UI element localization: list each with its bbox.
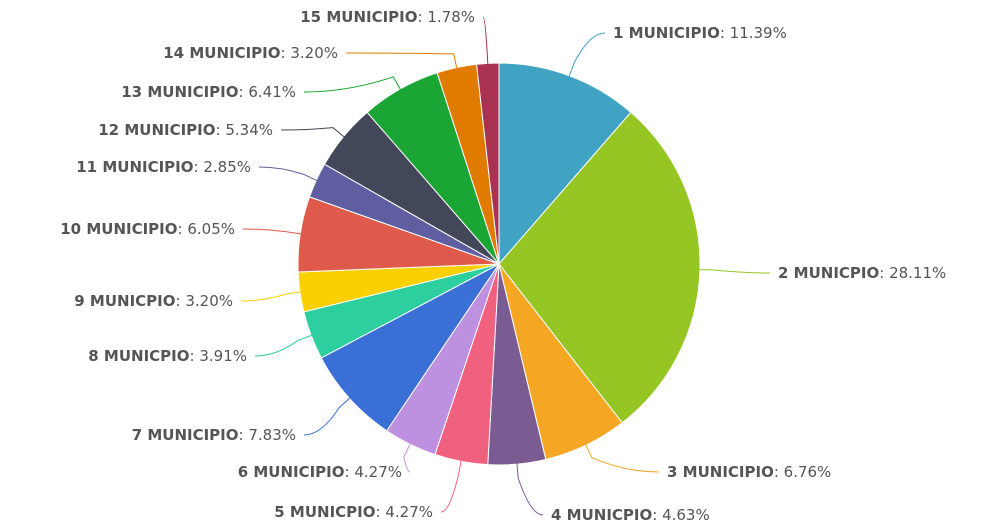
leader-line (303, 396, 352, 436)
slice-name: 3 MUNICIPIO (667, 463, 774, 481)
leader-line (568, 32, 606, 78)
slice-value: 3.91% (190, 347, 247, 365)
slice-value: 5.34% (216, 121, 273, 139)
leader-line (242, 228, 303, 235)
data-label: 13 MUNICIPIO6.41% (121, 83, 296, 101)
slice-name: 15 MUNICIPIO (300, 8, 418, 26)
slice-name: 5 MUNICPIO (274, 503, 376, 521)
slice-name: 1 MUNICIPIO (613, 24, 720, 42)
slice-value: 6.41% (239, 83, 296, 101)
slice-name: 12 MUNICIPIO (98, 121, 216, 139)
leader-line (584, 443, 660, 473)
slice-value: 3.20% (176, 292, 233, 310)
slice-name: 4 MUNICPIO (551, 506, 653, 524)
slice-name: 6 MUNICIPIO (237, 463, 345, 481)
slice-value: 2.85% (194, 158, 251, 176)
data-label: 5 MUNICPIO4.27% (274, 503, 433, 521)
leader-line (482, 16, 489, 66)
leader-line (440, 459, 462, 513)
data-label: 14 MUNICIPIO3.20% (163, 44, 338, 62)
leader-line (345, 52, 458, 70)
slice-value: 7.83% (239, 426, 296, 444)
slice-name: 9 MUNICPIO (74, 292, 176, 310)
slice-name: 8 MUNICPIO (88, 347, 190, 365)
slice-value: 4.27% (345, 463, 402, 481)
leader-line (403, 442, 412, 473)
data-label: 10 MUNICIPIO6.05% (60, 220, 235, 238)
leader-line (516, 462, 544, 516)
slice-value: 4.27% (376, 503, 433, 521)
slice-name: 14 MUNICIPIO (163, 44, 281, 62)
slice-value: 1.78% (418, 8, 475, 26)
slice-name: 7 MUNICIPIO (131, 426, 239, 444)
data-label: 7 MUNICIPIO7.83% (132, 426, 296, 444)
data-label: 9 MUNICPIO3.20% (74, 292, 233, 310)
data-label: 2 MUNICPIO28.11% (778, 264, 946, 282)
slice-value: 6.76% (774, 463, 831, 481)
slice-name: 10 MUNICIPIO (60, 220, 178, 238)
leader-line (254, 334, 314, 357)
leader-line (280, 127, 346, 139)
slice-value: 6.05% (178, 220, 235, 238)
data-label: 4 MUNICPIO4.63% (551, 506, 710, 524)
data-label: 1 MUNICIPIO11.39% (613, 24, 787, 42)
slice-name: 11 MUNICIPIO (76, 158, 194, 176)
slice-name: 13 MUNICIPIO (121, 83, 239, 101)
slice-value: 28.11% (879, 264, 946, 282)
data-label: 3 MUNICIPIO6.76% (667, 463, 831, 481)
data-label: 15 MUNICIPIO1.78% (300, 8, 475, 26)
slice-name: 2 MUNICPIO (778, 264, 880, 282)
slice-value: 3.20% (281, 44, 338, 62)
leader-line (258, 166, 319, 182)
leader-line (303, 76, 402, 93)
data-label: 12 MUNICIPIO5.34% (98, 121, 273, 139)
slice-value: 4.63% (652, 506, 709, 524)
data-label: 8 MUNICPIO3.91% (88, 347, 247, 365)
data-label: 11 MUNICIPIO2.85% (76, 158, 251, 176)
slice-value: 11.39% (720, 24, 787, 42)
leader-line (697, 269, 771, 274)
data-label: 6 MUNICIPIO4.27% (238, 463, 402, 481)
leader-line (240, 291, 303, 302)
